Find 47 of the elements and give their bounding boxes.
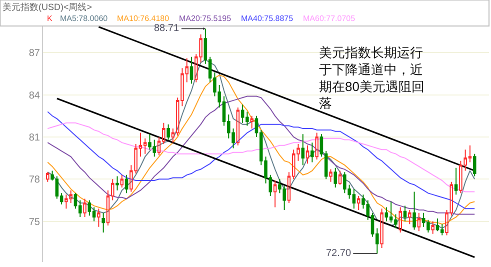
candlestick xyxy=(236,106,240,146)
candlestick xyxy=(417,212,421,232)
candlestick xyxy=(83,198,86,218)
candlestick xyxy=(431,220,434,234)
candlestick xyxy=(124,174,128,194)
line-series xyxy=(47,111,476,210)
candlestick xyxy=(273,180,277,208)
y-tick-label: 84 xyxy=(28,90,40,102)
candlestick xyxy=(454,167,458,196)
candlestick xyxy=(380,208,384,248)
y-tick-label: 87 xyxy=(28,48,40,60)
line-series xyxy=(47,122,476,192)
candlestick xyxy=(329,168,332,182)
candlestick xyxy=(403,205,407,222)
text: K xyxy=(47,14,53,23)
candlestick xyxy=(301,134,305,166)
text: MA5:78.0060 xyxy=(60,14,108,23)
candlestick xyxy=(356,195,360,211)
candlestick xyxy=(120,174,124,188)
candlestick xyxy=(310,142,314,163)
candlestick xyxy=(398,206,402,233)
candlestick xyxy=(250,115,254,130)
candlestick xyxy=(46,172,50,182)
y-tick-label: 75 xyxy=(28,216,40,228)
text: MA60:77.0705 xyxy=(303,14,356,23)
chart-title: 美元指数(USD)<周线> xyxy=(2,2,92,12)
text: MA40:75.8875 xyxy=(241,14,294,23)
annotation: 88.71 xyxy=(154,23,180,34)
candlestick xyxy=(102,212,105,233)
candlestick xyxy=(166,124,170,140)
candlestick xyxy=(116,176,119,191)
candlestick xyxy=(97,208,100,228)
candlestick xyxy=(315,132,318,160)
y-tick-label: 78 xyxy=(28,174,40,186)
candlestick xyxy=(338,170,342,186)
candlestick xyxy=(306,144,310,164)
candlestick xyxy=(408,210,412,225)
line-series xyxy=(47,96,476,215)
annotation: 美元指数长期运行于下降通道中，近期在80美元遇阻回落 xyxy=(319,45,424,111)
candlestick xyxy=(334,167,338,188)
text: MA20:75.5195 xyxy=(179,14,232,23)
candlestick xyxy=(412,191,416,230)
annotation: 72.70 xyxy=(326,248,352,259)
candlestick xyxy=(190,56,194,84)
y-tick-label: 81 xyxy=(28,132,40,144)
candlestick xyxy=(472,153,476,177)
text: MA10:76.4180 xyxy=(117,14,170,23)
